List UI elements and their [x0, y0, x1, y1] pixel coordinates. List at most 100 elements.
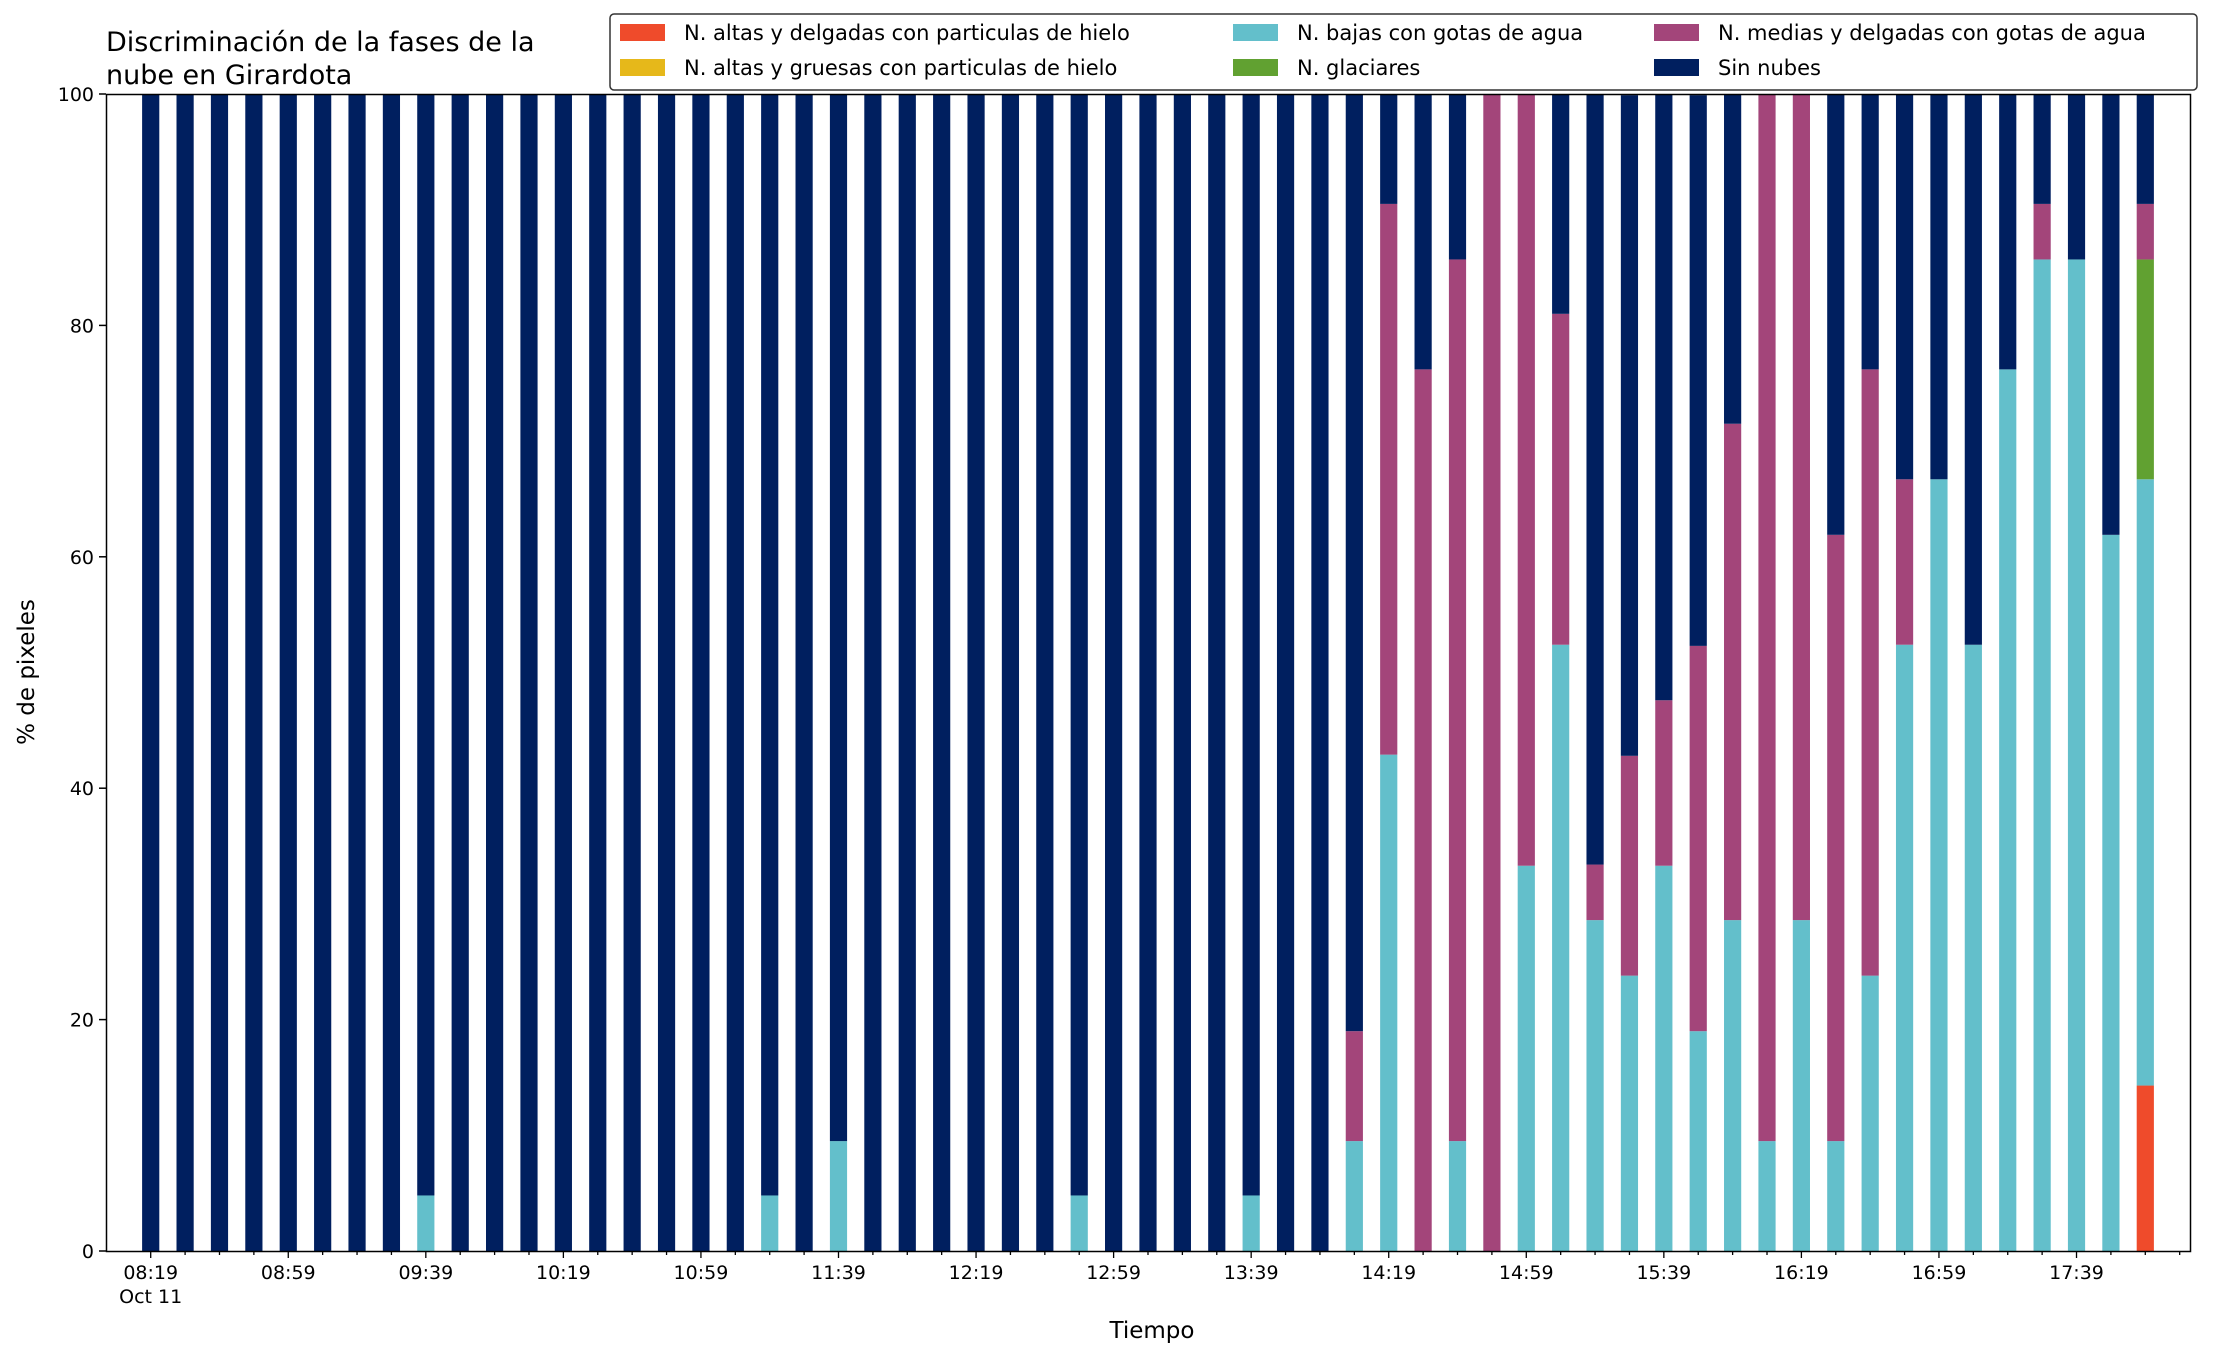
x-tick-label: 08:59 [261, 1262, 316, 1284]
bar-segment-2-50 [1861, 975, 1879, 1251]
x-tick-label: 10:19 [536, 1262, 591, 1284]
bar-segment-2-42 [1586, 920, 1604, 1251]
bar-segment-5-36 [1380, 94, 1398, 204]
chart-title-line-1: Discriminación de la fases de la [106, 27, 535, 58]
bar-segment-5-57 [2102, 94, 2120, 535]
bar-segment-4-38 [1448, 259, 1467, 1142]
bar-segment-3-58 [2136, 259, 2154, 480]
bar-segment-5-45 [1689, 95, 1707, 646]
bar-segment-5-1 [176, 94, 194, 1251]
bar-segment-4-45 [1689, 645, 1707, 1032]
bar-segment-5-29 [1139, 94, 1157, 1251]
bar-segment-5-41 [1552, 94, 1570, 314]
bar-segment-2-48 [1792, 920, 1810, 1251]
bar-segment-5-15 [657, 94, 676, 1251]
bar-segment-5-31 [1208, 94, 1226, 1251]
bar-segment-5-25 [1001, 94, 1020, 1251]
bar-segment-5-42 [1586, 94, 1604, 865]
legend-swatch-3 [1233, 59, 1278, 76]
bar-segment-2-38 [1448, 1141, 1467, 1251]
bar-segment-4-39 [1483, 94, 1501, 1251]
bar-segment-2-43 [1620, 975, 1639, 1251]
legend-label-3: N. glaciares [1297, 56, 1420, 80]
bar-segment-5-8 [417, 94, 435, 1196]
bar-segment-2-51 [1895, 644, 1914, 1251]
y-tick-label: 40 [70, 778, 94, 800]
legend-box [609, 13, 2198, 91]
bar-segment-5-19 [795, 94, 813, 1251]
x-tick-label: 12:19 [949, 1262, 1004, 1284]
bar-segment-2-32 [1242, 1195, 1260, 1251]
x-tick-label: 17:39 [2049, 1262, 2104, 1284]
bar-segment-4-42 [1586, 864, 1604, 921]
legend-label-1: N. altas y gruesas con particulas de hie… [684, 56, 1117, 80]
bar-segment-5-3 [245, 94, 263, 1251]
bar-segment-5-23 [933, 94, 951, 1251]
bar-segment-4-50 [1861, 369, 1879, 976]
bar-segment-4-55 [2033, 203, 2051, 260]
y-tick-label: 80 [70, 315, 94, 337]
bar-segment-5-38 [1448, 94, 1467, 260]
x-tick-label: 14:19 [1361, 1262, 1416, 1284]
bar-segment-2-53 [1964, 644, 1982, 1251]
bar-segment-5-58 [2136, 94, 2154, 204]
x-tick-label: 15:39 [1636, 1262, 1691, 1284]
y-tick-label: 60 [70, 547, 94, 569]
x-tick-label: 16:19 [1774, 1262, 1829, 1284]
bar-segment-2-47 [1758, 1141, 1776, 1251]
bar-segment-4-35 [1345, 1031, 1363, 1142]
bar-segment-2-35 [1345, 1141, 1363, 1251]
bar-segment-5-32 [1242, 94, 1260, 1196]
bar-segment-5-7 [382, 94, 401, 1251]
x-tick-label: 09:39 [398, 1262, 453, 1284]
bar-segment-5-12 [554, 94, 572, 1251]
y-tick-label: 20 [70, 1010, 94, 1032]
y-axis: 0 20 40 60 80 100 [58, 84, 106, 1263]
bar-segment-2-41 [1552, 644, 1570, 1251]
bar-segment-2-54 [1999, 369, 2017, 1251]
bar-segment-4-40 [1517, 94, 1535, 866]
bar-segment-5-14 [623, 94, 641, 1251]
bar-segment-2-36 [1380, 754, 1398, 1251]
x-axis-label: Tiempo [1109, 1318, 1195, 1344]
bar-segment-5-33 [1276, 94, 1295, 1251]
bar-segment-4-37 [1414, 369, 1432, 1251]
bar-segment-4-44 [1655, 700, 1673, 866]
bar-segment-2-46 [1724, 920, 1742, 1251]
bar-segment-5-28 [1105, 94, 1123, 1251]
bar-segment-5-55 [2033, 94, 2051, 204]
bar-segment-5-35 [1345, 94, 1363, 1032]
bar-segment-2-18 [761, 1195, 779, 1251]
bar-segment-4-36 [1380, 203, 1398, 755]
bar-segment-5-13 [589, 94, 607, 1251]
legend-swatch-5 [1654, 59, 1699, 76]
x-tick-label: 12:59 [1086, 1262, 1141, 1284]
bar-segment-5-56 [2067, 94, 2086, 260]
bar-segment-5-24 [967, 94, 985, 1251]
y-tick-label: 0 [82, 1241, 94, 1263]
bar-segment-5-54 [1999, 94, 2017, 370]
bar-segment-5-10 [486, 94, 504, 1251]
bar-segment-5-44 [1655, 94, 1673, 701]
bar-segment-5-49 [1827, 94, 1845, 535]
bar-segment-5-11 [520, 94, 538, 1251]
bar-segment-5-46 [1724, 94, 1742, 424]
bar-segment-5-9 [451, 94, 469, 1251]
bar-segment-4-49 [1827, 534, 1845, 1142]
bar-segment-2-49 [1827, 1141, 1845, 1251]
bar-segment-2-8 [417, 1195, 435, 1251]
bar-segment-5-2 [210, 94, 229, 1251]
legend-label-0: N. altas y delgadas con particulas de hi… [684, 21, 1130, 45]
bar-segment-5-21 [864, 94, 882, 1251]
bar-segment-2-20 [829, 1141, 848, 1251]
bar-segment-5-22 [898, 94, 916, 1251]
bar-segment-0-58 [2136, 1085, 2154, 1251]
bar-segment-4-58 [2136, 203, 2154, 260]
x-tick-label: 13:39 [1224, 1262, 1279, 1284]
bar-segment-4-43 [1620, 755, 1639, 976]
bar-segment-4-48 [1792, 94, 1810, 921]
legend-label-4: N. medias y delgadas con gotas de agua [1718, 21, 2146, 45]
bar-segment-2-27 [1070, 1195, 1088, 1251]
